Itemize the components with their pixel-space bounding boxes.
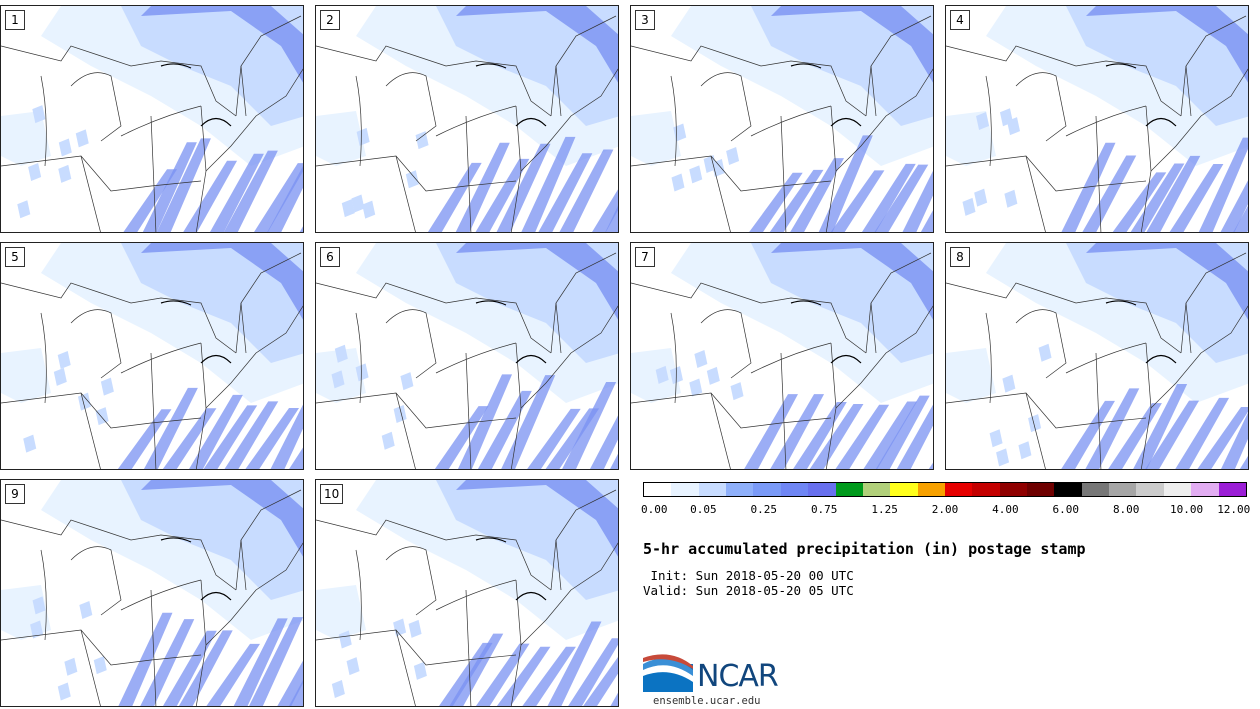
precip-map	[631, 243, 933, 469]
member-map-panel: 4	[945, 5, 1249, 233]
member-label: 5	[5, 247, 25, 267]
colorbar-tick-label: 12.00	[1217, 503, 1251, 516]
member-map-panel: 7	[630, 242, 934, 470]
member-label: 3	[635, 10, 655, 30]
colorbar-swatch	[808, 483, 836, 496]
ncar-logo-text: NCAR	[697, 659, 779, 694]
precip-map	[316, 480, 618, 706]
member-label: 7	[635, 247, 655, 267]
member-map-panel: 9	[0, 479, 304, 707]
colorbar-tick-label: 0.75	[810, 503, 838, 516]
colorbar-swatch	[1191, 483, 1219, 496]
colorbar-tick-label: 0.25	[750, 503, 778, 516]
colorbar-swatch	[1081, 483, 1110, 496]
colorbar-swatch	[862, 483, 891, 496]
init-time: Init: Sun 2018-05-20 00 UTC	[643, 568, 854, 583]
colorbar-swatch	[1109, 483, 1137, 496]
member-map-panel: 5	[0, 242, 304, 470]
precip-map	[316, 243, 618, 469]
colorbar-swatch	[1218, 483, 1246, 496]
colorbar-swatch	[835, 483, 863, 496]
colorbar-swatch	[1027, 483, 1055, 496]
colorbar-swatch	[917, 483, 945, 496]
colorbar-swatch	[1054, 483, 1082, 496]
precip-map	[1, 480, 303, 706]
member-label: 2	[320, 10, 340, 30]
colorbar-swatch	[671, 483, 699, 496]
colorbar-ticks: 0.00 0.05 0.25 0.75 1.25 2.00 4.00 6.00 8.00 10.0…	[641, 503, 1251, 517]
site-url: ensemble.ucar.edu	[653, 695, 761, 707]
colorbar-tick-label: 0.05	[690, 503, 717, 516]
ncar-logo-icon	[643, 654, 693, 692]
member-label: 1	[5, 10, 25, 30]
member-map-panel: 2	[315, 5, 619, 233]
colorbar-tick-label: 0.00	[641, 503, 668, 516]
colorbar-tick-label: 10.00	[1170, 503, 1204, 516]
colorbar-tick-label: 2.00	[931, 503, 959, 516]
member-label: 9	[5, 484, 25, 504]
colorbar-swatch	[753, 483, 781, 496]
precip-map	[1, 6, 303, 232]
member-map-panel: 6	[315, 242, 619, 470]
colorbar-swatch	[890, 483, 918, 496]
precip-map	[631, 6, 933, 232]
member-label: 8	[950, 247, 970, 267]
member-map-panel: 3	[630, 5, 934, 233]
colorbar-swatch	[726, 483, 754, 496]
colorbar-swatch	[780, 483, 809, 496]
colorbar-swatch	[1136, 483, 1164, 496]
member-label: 4	[950, 10, 970, 30]
member-map-panel: 8	[945, 242, 1249, 470]
colorbar-swatch	[1163, 483, 1192, 496]
colorbar-tick-label: 6.00	[1052, 503, 1080, 516]
precip-map	[316, 6, 618, 232]
colorbar-swatch	[972, 483, 1000, 496]
colorbar-tick-label: 4.00	[992, 503, 1019, 516]
precip-map	[946, 243, 1248, 469]
colorbar-swatch	[644, 483, 672, 496]
colorbar-swatch	[698, 483, 727, 496]
colorbar-tick-label: 1.25	[871, 503, 898, 516]
colorbar-swatch	[944, 483, 973, 496]
member-map-panel: 10	[315, 479, 619, 707]
valid-time: Valid: Sun 2018-05-20 05 UTC	[643, 583, 854, 598]
member-map-panel: 1	[0, 5, 304, 233]
colorbar-tick-label: 8.00	[1112, 503, 1140, 516]
precip-map	[946, 6, 1248, 232]
member-label: 10	[320, 484, 344, 504]
member-label: 6	[320, 247, 340, 267]
precip-colorbar	[643, 482, 1247, 497]
figure-title: 5-hr accumulated precipitation (in) post…	[643, 540, 1086, 558]
colorbar-swatch	[999, 483, 1028, 496]
precip-map	[1, 243, 303, 469]
